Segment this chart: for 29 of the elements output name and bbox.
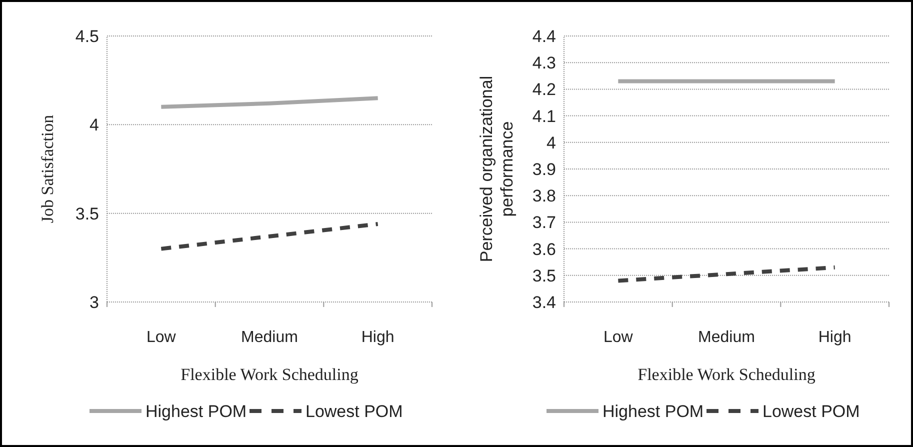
x-tick-label: Medium	[241, 329, 298, 346]
y-tick-label: 3.6	[532, 240, 556, 259]
x-tick-label: High	[818, 329, 852, 346]
x-tick-label: Low	[603, 329, 634, 346]
y-tick-label: 4.2	[532, 80, 556, 100]
y-axis-title: Perceived organizational performance	[477, 76, 516, 262]
x-tick-label: High	[361, 329, 394, 346]
y-tick-label: 3.5	[532, 266, 556, 286]
y-tick-label: 4	[90, 116, 99, 135]
x-tick-label: Medium	[698, 329, 755, 346]
legend-label: Lowest POM	[306, 402, 403, 421]
y-tick-label: 4.5	[75, 26, 99, 46]
y-tick-label: 3.9	[532, 160, 556, 179]
legend-label: Highest POM	[146, 402, 247, 421]
y-tick-label: 4.3	[532, 54, 556, 73]
x-axis-title: Flexible Work Scheduling	[638, 365, 816, 384]
x-axis-title: Flexible Work Scheduling	[180, 365, 359, 384]
y-axis-title: Job Satisfaction	[38, 114, 57, 224]
y-tick-label: 3.4	[532, 292, 556, 312]
y-tick-label: 3.7	[532, 213, 556, 232]
y-tick-label: 4	[546, 133, 556, 152]
x-tick-label: Low	[146, 329, 176, 346]
y-tick-label: 4.4	[532, 26, 556, 46]
legend-label: Highest POM	[602, 402, 704, 421]
y-tick-label: 3.5	[75, 204, 99, 224]
legend-label: Lowest POM	[762, 402, 860, 421]
y-tick-label: 4.1	[532, 106, 556, 126]
y-tick-label: 3	[90, 292, 99, 312]
y-tick-label: 3.8	[532, 186, 556, 206]
